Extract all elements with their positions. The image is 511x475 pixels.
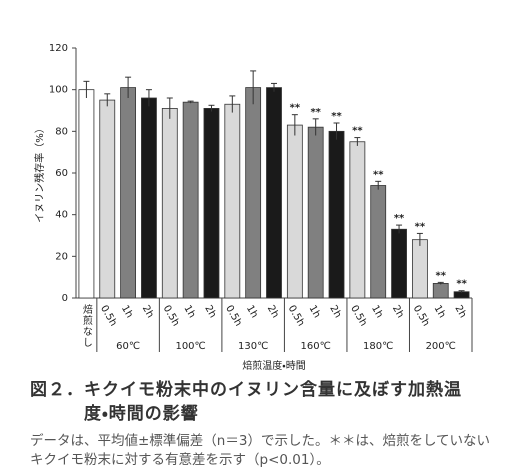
- x-tick-label: 0.5h: [286, 304, 307, 329]
- y-tick-label: 100: [49, 85, 68, 96]
- bar: [99, 99, 116, 299]
- bar: [141, 97, 157, 299]
- significance-mark: **: [331, 111, 342, 122]
- y-tick-label: 20: [55, 251, 68, 262]
- significance-mark: **: [352, 126, 363, 137]
- bar: [161, 108, 178, 299]
- chart: 0 20 40 60 80 100 120 イヌリン残存率（%） 焙煎温度・時間 焙煎なし 0.5h…: [33, 43, 473, 372]
- y-tick-label: 120: [49, 43, 68, 54]
- significance-mark: **: [310, 107, 321, 118]
- bar: [432, 283, 449, 299]
- x-tick-label: 1h: [369, 304, 385, 321]
- significance-mark: **: [436, 270, 447, 281]
- bar: [266, 87, 282, 299]
- group-label: 130℃: [238, 341, 268, 352]
- x-tick-label: 2h: [390, 304, 406, 321]
- x-tick-label: 0.5h: [411, 304, 432, 329]
- x-tick-label: 2h: [327, 304, 343, 321]
- bar: [286, 124, 303, 299]
- x-tick-label: 1h: [432, 304, 448, 321]
- significance-mark: **: [456, 279, 467, 290]
- x-tick-label: 1h: [119, 304, 135, 321]
- bar: [182, 101, 199, 299]
- x-tick-label: 0.5h: [223, 304, 244, 329]
- x-tick-label: 0.5h: [348, 304, 369, 329]
- group-label: 160℃: [301, 341, 331, 352]
- x-tick-label: 1h: [244, 304, 260, 321]
- group-label: 180℃: [363, 341, 393, 352]
- x-axis-title: 焙煎温度・時間: [242, 359, 305, 372]
- bar: [328, 130, 345, 299]
- significance-mark: **: [415, 221, 426, 232]
- bar: [224, 103, 241, 299]
- y-tick-label: 60: [55, 168, 68, 179]
- figure-caption: 図２． キクイモ粉末中のイヌリン含量に及ぼす加熱温度・時間の影響: [30, 378, 484, 426]
- group-label: 100℃: [175, 341, 205, 352]
- control-label: 焙煎なし: [80, 304, 92, 348]
- bar: [307, 126, 324, 299]
- bar: [203, 108, 220, 299]
- significance-mark: **: [290, 103, 301, 114]
- bar: [120, 87, 137, 299]
- bar: [245, 87, 262, 299]
- y-axis-title: イヌリン残存率（%）: [33, 123, 46, 223]
- x-tick-label: 2h: [202, 304, 218, 321]
- x-tick-label: 2h: [452, 304, 468, 321]
- x-tick-label: 1h: [306, 304, 322, 321]
- bar: [349, 141, 366, 299]
- significance-mark: **: [394, 213, 405, 224]
- y-tick-label: 40: [55, 210, 68, 221]
- y-tick-label: 80: [55, 126, 68, 137]
- bar: [370, 185, 387, 299]
- group-label: 60℃: [116, 341, 140, 352]
- x-tick-label: 2h: [140, 304, 156, 321]
- bar: [78, 89, 95, 299]
- x-tick-label: 2h: [265, 304, 281, 321]
- x-tick-label: 0.5h: [98, 304, 119, 329]
- y-tick-label: 0: [62, 293, 68, 304]
- figure-note: データは、平均値±標準偏差（n＝3）で示した。＊＊は、焙煎をしていないキクイモ粉…: [30, 433, 491, 468]
- x-tick-label: 1h: [181, 304, 197, 321]
- bar: [391, 228, 407, 299]
- figure-number: 図２．: [30, 380, 84, 400]
- significance-mark: **: [373, 169, 384, 180]
- figure-title: キクイモ粉末中のイヌリン含量に及ぼす加熱温度・時間の影響: [84, 380, 462, 424]
- group-label: 200℃: [426, 341, 456, 352]
- bar: [411, 239, 428, 299]
- x-tick-label: 0.5h: [161, 304, 182, 329]
